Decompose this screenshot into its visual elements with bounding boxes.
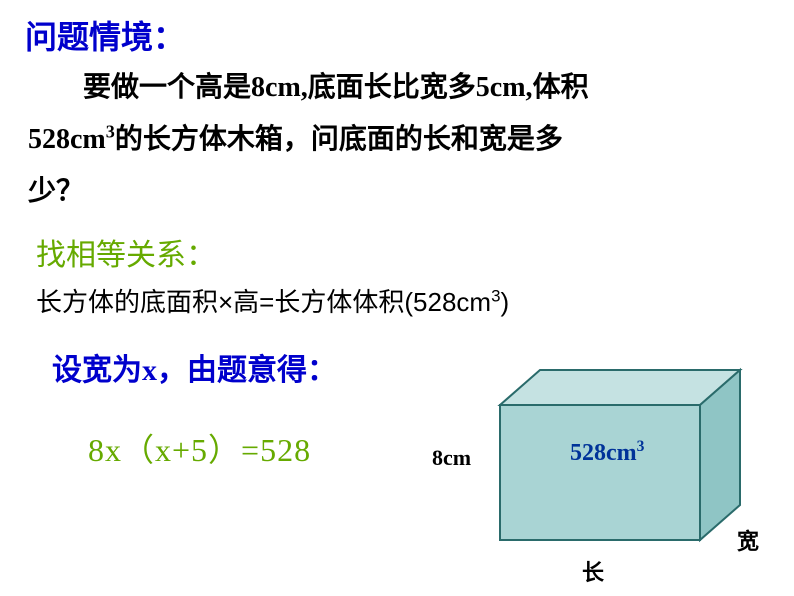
find-relation-label: 找相等关系： xyxy=(36,230,216,274)
volume-formula: 长方体的底面积×高=长方体体积(528cm3) xyxy=(36,282,509,319)
height-label: 8cm xyxy=(432,445,471,471)
derived-equation: 8x（x+5）=528 xyxy=(88,425,311,471)
let-width-statement: 设宽为x，由题意得： xyxy=(52,345,337,389)
cuboid-front-face xyxy=(500,405,700,540)
length-label: 长 xyxy=(582,555,604,587)
cuboid-svg xyxy=(475,365,765,575)
width-label: 宽 xyxy=(737,524,759,556)
volume-label: 528cm3 xyxy=(570,438,644,467)
problem-statement: 要做一个高是8cm,底面长比宽多5cm,体积528cm3的长方体木箱，问底面的长… xyxy=(28,62,708,217)
cuboid-diagram xyxy=(475,365,765,575)
section-heading: 问题情境： xyxy=(25,12,185,58)
cuboid-top-face xyxy=(500,370,740,405)
